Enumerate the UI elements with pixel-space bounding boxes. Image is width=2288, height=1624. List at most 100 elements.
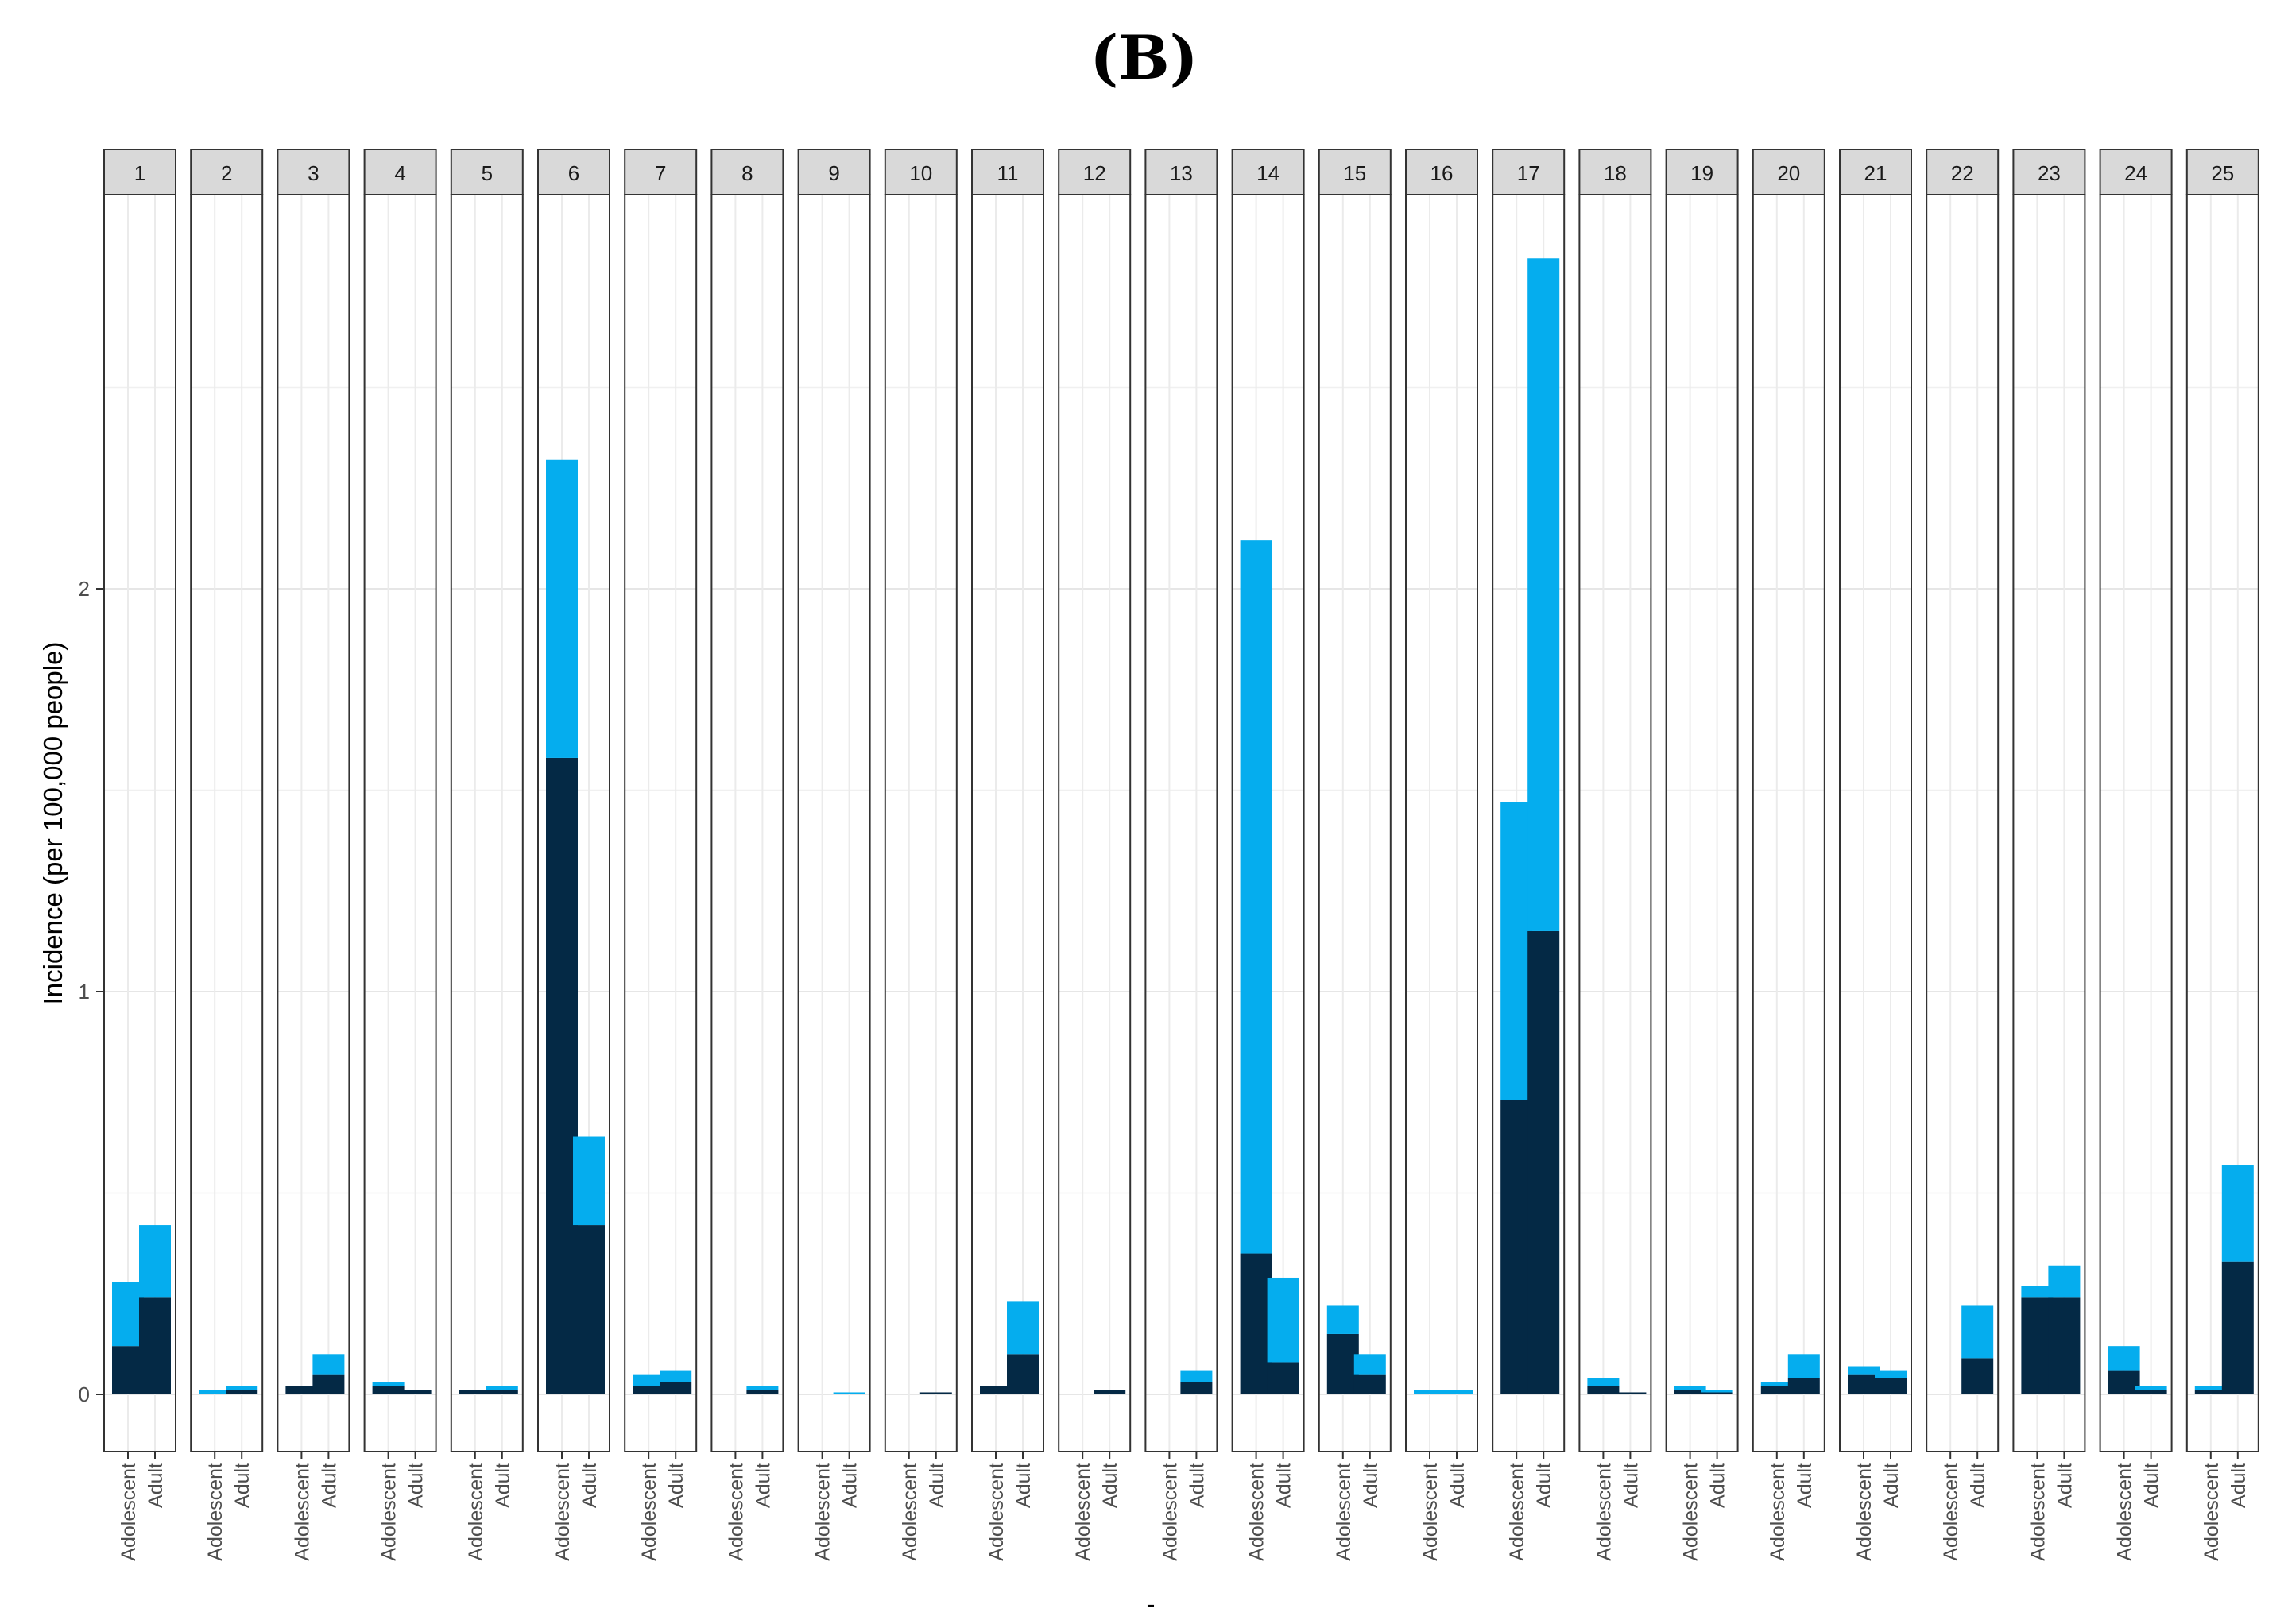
- bar-segment-adolescent-lower: [1674, 1390, 1706, 1394]
- panel-border: [450, 194, 524, 1452]
- y-tick-label: 2: [79, 577, 90, 601]
- x-tick-label-adolescent: Adolescent: [552, 1463, 574, 1561]
- panel-background: [972, 195, 1043, 1452]
- facet-strip: [450, 149, 524, 195]
- panel-background: [1666, 195, 1738, 1452]
- bar-segment-adult-upper: [746, 1386, 779, 1390]
- bar-segment-adolescent-upper: [1848, 1366, 1880, 1375]
- facet-label: 3: [308, 161, 319, 185]
- x-tick-label-adolescent: Adolescent: [204, 1463, 226, 1561]
- panel-border: [1926, 194, 2000, 1452]
- x-tick-label-adolescent: Adolescent: [2114, 1463, 2136, 1561]
- bar-segment-adult-upper: [1787, 1354, 1820, 1378]
- panel-border: [1492, 194, 1566, 1452]
- facet-strip: [797, 149, 871, 195]
- bar-segment-adult-lower: [1180, 1382, 1213, 1394]
- facet-label: 9: [828, 161, 839, 185]
- bar-segment-adult-lower: [660, 1382, 692, 1394]
- panel-background: [711, 195, 784, 1452]
- bar-segment-adult-upper: [2135, 1386, 2167, 1390]
- x-tick-label-adolescent: Adolescent: [465, 1463, 487, 1561]
- panel-border: [1405, 194, 1478, 1452]
- bar-segment-adolescent-upper: [1326, 1305, 1359, 1334]
- x-tick-label-adolescent: Adolescent: [1246, 1463, 1268, 1561]
- bar-segment-adult-lower: [1094, 1390, 1126, 1394]
- bar-segment-adolescent-lower: [112, 1346, 144, 1394]
- x-tick-label-adult: Adult: [231, 1463, 254, 1508]
- bar-segment-adult-upper: [573, 1136, 605, 1226]
- bar-segment-adult-upper: [1961, 1305, 1994, 1359]
- bar-segment-adolescent-upper: [112, 1282, 144, 1347]
- x-tick-label-adult: Adult: [579, 1463, 601, 1508]
- bar-segment-adolescent-upper: [1674, 1386, 1706, 1390]
- x-tick-label-adolescent: Adolescent: [638, 1463, 660, 1561]
- chart-title: (B): [1090, 22, 1198, 93]
- facet-strip: [277, 149, 350, 195]
- x-tick-label-adult: Adult: [405, 1463, 428, 1508]
- panel-background: [191, 195, 263, 1452]
- facet-label: 22: [1951, 161, 1974, 185]
- facet-strip: [363, 149, 437, 195]
- x-tick-label-adult: Adult: [492, 1463, 514, 1508]
- panel-border: [884, 194, 958, 1452]
- panel-border: [1578, 194, 1652, 1452]
- facet-label: 4: [394, 161, 405, 185]
- bar-segment-adolescent-upper: [1500, 802, 1533, 1100]
- bar-segment-adult-upper: [1527, 258, 1560, 931]
- panel-background: [798, 195, 870, 1452]
- bar-segment-adult-lower: [312, 1374, 345, 1394]
- x-tick-label-adult: Adult: [1620, 1463, 1642, 1508]
- bar-segment-adult-lower: [1614, 1392, 1647, 1394]
- panel-background: [885, 195, 957, 1452]
- bar-segment-adult-upper: [1267, 1277, 1299, 1363]
- panel-border: [2185, 194, 2259, 1452]
- bar-segment-adult-lower: [1701, 1392, 1733, 1394]
- panel-background: [2100, 195, 2172, 1452]
- bar-segment-adult-lower: [1961, 1358, 1994, 1394]
- bar-segment-adolescent-upper: [1240, 540, 1272, 1254]
- bar-segment-adult-lower: [919, 1392, 952, 1394]
- bar-segment-adolescent-lower: [546, 757, 578, 1394]
- x-tick-label-adult: Adult: [1707, 1463, 1729, 1508]
- bar-segment-adolescent-lower: [2021, 1297, 2054, 1394]
- bar-segment-adult-lower: [2135, 1390, 2167, 1394]
- x-tick-label-adolescent: Adolescent: [1159, 1463, 1181, 1561]
- panel-border: [971, 194, 1044, 1452]
- x-tick-label-adolescent: Adolescent: [1333, 1463, 1355, 1561]
- facet-label: 14: [1256, 161, 1279, 185]
- bar-segment-adult-lower: [1007, 1354, 1039, 1394]
- facet-label: 15: [1343, 161, 1366, 185]
- panel-border: [363, 194, 437, 1452]
- facet-label: 17: [1517, 161, 1540, 185]
- panel-background: [1318, 195, 1391, 1452]
- x-tick-label-adult: Adult: [145, 1463, 167, 1508]
- x-axis-title: -: [1147, 1589, 1156, 1618]
- bar-segment-adolescent-lower: [1326, 1333, 1359, 1394]
- facet-strip: [710, 149, 784, 195]
- panel-background: [277, 195, 350, 1452]
- bar-segment-adult-lower: [1787, 1378, 1820, 1394]
- x-tick-label-adult: Adult: [752, 1463, 774, 1508]
- bar-segment-adult-upper: [1701, 1390, 1733, 1393]
- bar-segment-adult-lower: [1267, 1362, 1299, 1394]
- panel-border: [1058, 194, 1132, 1452]
- x-tick-label-adult: Adult: [1533, 1463, 1555, 1508]
- bar-segment-adult-upper: [660, 1370, 692, 1382]
- panel-border: [1665, 194, 1739, 1452]
- bar-segment-adolescent-upper: [633, 1374, 665, 1386]
- x-tick-label-adult: Adult: [1012, 1463, 1035, 1508]
- x-tick-label-adolescent: Adolescent: [1767, 1463, 1789, 1561]
- panel-border: [277, 194, 350, 1452]
- x-tick-label-adolescent: Adolescent: [1680, 1463, 1702, 1561]
- panel-background: [1059, 195, 1131, 1452]
- facet-strip: [537, 149, 610, 195]
- facet-label: 10: [909, 161, 932, 185]
- bar-segment-adolescent-lower: [459, 1390, 491, 1394]
- panel-background: [1579, 195, 1651, 1452]
- panel-background: [1752, 195, 1825, 1452]
- bar-segment-adolescent-lower: [1240, 1253, 1272, 1394]
- facet-label: 2: [221, 161, 232, 185]
- panel-background: [364, 195, 436, 1452]
- bar-segment-adult-upper: [139, 1225, 171, 1298]
